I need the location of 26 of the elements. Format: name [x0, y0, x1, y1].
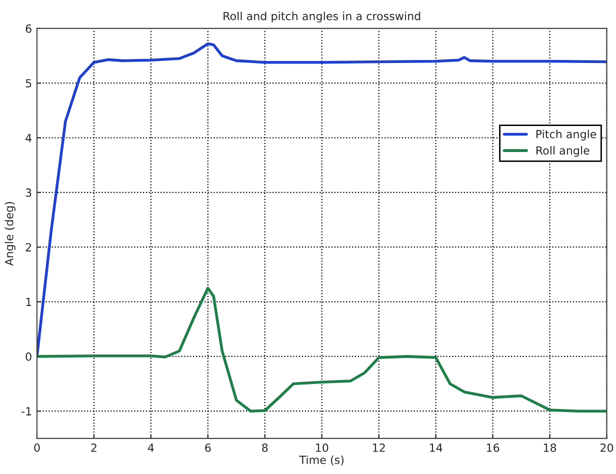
- x-tick-label: 6: [205, 444, 211, 452]
- y-tick-label: -1: [22, 407, 32, 416]
- y-tick-label: 6: [26, 24, 32, 33]
- x-tick-label: 18: [544, 444, 556, 452]
- x-tick-label: 20: [600, 444, 614, 452]
- x-tick-label: 0: [34, 444, 40, 452]
- x-tick-label: 2: [91, 444, 96, 452]
- y-tick-label: 1: [26, 298, 32, 306]
- y-tick-label: 4: [26, 134, 32, 142]
- x-tick-label: 8: [262, 444, 268, 452]
- x-tick-label: 16: [486, 444, 500, 452]
- y-tick-label: 3: [26, 188, 32, 197]
- x-tick-label: 4: [148, 444, 154, 452]
- line-series: [36, 286, 607, 413]
- legend-label: Roll angle: [536, 146, 590, 157]
- x-tick-label: 12: [372, 444, 385, 452]
- y-axis-title: Angle (deg): [4, 202, 16, 266]
- legend-label: Pitch angle: [536, 130, 596, 140]
- y-tick-label: 5: [26, 79, 32, 88]
- chart-title: Roll and pitch angles in a crosswind: [224, 12, 420, 22]
- x-axis-title: Time (s): [299, 455, 344, 466]
- x-tick-label: 10: [316, 444, 328, 452]
- y-tick-label: 0: [26, 352, 32, 361]
- x-tick-label: 14: [430, 444, 442, 452]
- line-series: [36, 42, 607, 358]
- y-tick-label: 2: [26, 243, 31, 252]
